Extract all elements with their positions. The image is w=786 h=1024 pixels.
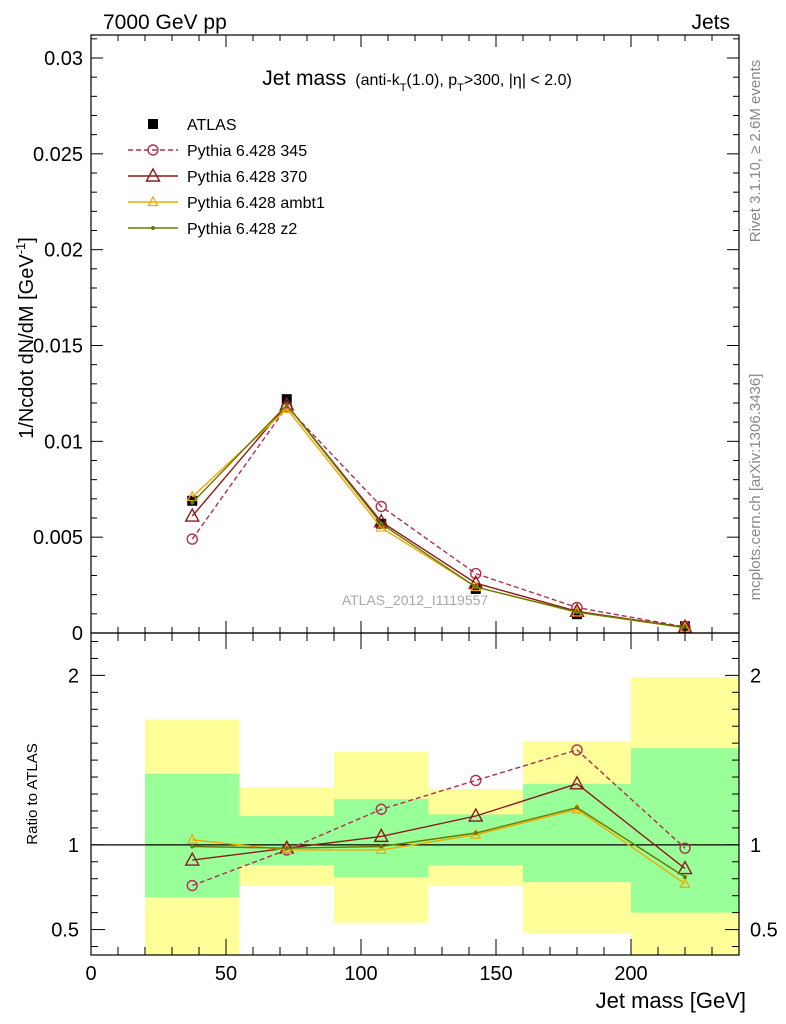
data-point-p345 bbox=[375, 500, 387, 513]
x-tick-label: 150 bbox=[479, 963, 512, 985]
series-line-z2 bbox=[191, 403, 686, 629]
ratio-point-p345 bbox=[470, 774, 482, 787]
x-tick-label: 200 bbox=[614, 963, 647, 985]
ratio-point-p370 bbox=[468, 807, 484, 822]
ratio-y-tick-label: 2 bbox=[68, 665, 79, 687]
data-point-p345 bbox=[186, 533, 198, 545]
data-point-z2 bbox=[575, 610, 579, 615]
ratio-point-z2 bbox=[575, 805, 579, 810]
ratio-point-p345 bbox=[679, 842, 691, 854]
legend-marker-ambt1 bbox=[147, 195, 159, 207]
main-axis-ticks bbox=[90, 35, 740, 634]
title-sub-suffix: >300, |η| < 2.0) bbox=[464, 72, 572, 89]
title-sub-prefix: (anti-k bbox=[355, 72, 400, 89]
legend: ATLAS Pythia 6.428 345 Pythia 6.428 370 Pyt… bbox=[128, 117, 325, 238]
x-tick-label: 50 bbox=[215, 963, 237, 985]
ratio-point-p345 bbox=[186, 879, 198, 892]
ratio-panel: 0.5 0.5 1 1 2 2 0 50 100 150 200 bbox=[51, 632, 778, 985]
ratio-line-p370 bbox=[192, 783, 686, 870]
main-y-axis-label-main: 1/Ncdot dN/dM [GeV bbox=[16, 254, 38, 439]
main-y-axis-label-sup: -1 bbox=[13, 243, 28, 255]
title-sub-index-2: T bbox=[457, 82, 464, 94]
ratio-point-ambt1 bbox=[281, 843, 293, 855]
x-tick-label: 0 bbox=[85, 963, 96, 985]
legend-marker-atlas bbox=[148, 119, 158, 129]
main-y-axis-label: 1/Ncdot dN/dM [GeV-1] bbox=[13, 237, 38, 439]
legend-label-p345: Pythia 6.428 345 bbox=[187, 143, 307, 160]
header-left-label: 7000 GeV pp bbox=[103, 11, 227, 34]
ratio-axis-ticks bbox=[90, 633, 740, 955]
ratio-point-ambt1 bbox=[375, 843, 387, 855]
ratio-point-p345 bbox=[375, 803, 387, 815]
y-tick-label: 0.015 bbox=[33, 336, 83, 358]
mcplots-label: mcplots.cern.ch [arXiv:1306.3436] bbox=[747, 374, 764, 601]
data-point-ambt1 bbox=[375, 521, 387, 532]
title-sub-mid: (1.0), p bbox=[406, 72, 457, 89]
ratio-y-axis-label: Ratio to ATLAS bbox=[24, 743, 41, 844]
uncertainty-band-inner bbox=[523, 783, 631, 883]
title-sub-index-1: T bbox=[400, 82, 407, 94]
uncertainty-band-inner bbox=[631, 748, 739, 913]
ratio-y-tick-label: 1 bbox=[68, 835, 79, 857]
analysis-watermark: ATLAS_2012_I1119557 bbox=[342, 592, 489, 608]
main-y-tick-labels: 0 0.005 0.01 0.015 0.02 0.025 0.03 bbox=[33, 48, 83, 645]
ratio-point-p370 bbox=[677, 860, 693, 875]
ratio-plot-content bbox=[91, 677, 739, 955]
legend-marker-z2 bbox=[151, 226, 155, 230]
ratio-point-z2 bbox=[473, 830, 478, 835]
data-point-p370 bbox=[184, 507, 200, 522]
ratio-y-tick-label: 0.5 bbox=[51, 920, 79, 942]
ratio-point-p345 bbox=[571, 744, 583, 756]
data-point-z2 bbox=[379, 521, 384, 526]
ratio-point-z2 bbox=[379, 844, 384, 849]
main-title: Jet mass (anti-kT(1.0), pT>300, |η| < 2.… bbox=[262, 67, 572, 94]
legend-label-z2: Pythia 6.428 z2 bbox=[187, 221, 297, 238]
y-tick-label: 0 bbox=[72, 623, 83, 645]
y-tick-label: 0.03 bbox=[44, 48, 83, 70]
y-tick-label: 0.02 bbox=[44, 240, 83, 262]
data-point-z2 bbox=[473, 585, 478, 589]
ratio-point-p370 bbox=[569, 775, 585, 790]
main-plot-content bbox=[184, 394, 693, 633]
header-right-label: Jets bbox=[691, 11, 730, 34]
y-tick-label: 0.01 bbox=[44, 431, 83, 453]
data-point-z2 bbox=[284, 402, 289, 407]
ratio-line-z2 bbox=[192, 806, 686, 878]
ratio-point-z2 bbox=[190, 844, 195, 849]
data-point-atlas bbox=[572, 609, 582, 620]
main-y-axis-label-close: ] bbox=[16, 237, 38, 243]
uncertainty-band-inner bbox=[334, 799, 429, 878]
data-point-p370 bbox=[279, 396, 295, 411]
ratio-y-tick-label-right: 0.5 bbox=[750, 920, 778, 942]
x-tick-label: 100 bbox=[344, 963, 377, 985]
ratio-point-z2 bbox=[683, 875, 687, 880]
data-point-z2 bbox=[190, 500, 195, 505]
y-tick-label: 0.025 bbox=[33, 144, 83, 166]
legend-label-atlas: ATLAS bbox=[187, 117, 237, 134]
ratio-line-p345 bbox=[192, 749, 686, 887]
x-tick-labels: 0 50 100 150 200 bbox=[85, 963, 647, 985]
ratio-y-tick-labels: 0.5 0.5 1 1 2 2 bbox=[51, 665, 778, 941]
main-panel: 0 0.005 0.01 0.015 0.02 0.025 0.03 bbox=[33, 34, 740, 645]
y-tick-label: 0.005 bbox=[33, 527, 83, 549]
data-point-ambt1 bbox=[186, 490, 198, 502]
ratio-point-z2 bbox=[284, 846, 289, 851]
ratio-y-tick-label-right: 1 bbox=[750, 835, 761, 857]
ratio-point-ambt1 bbox=[679, 877, 691, 888]
series-line-p345 bbox=[191, 405, 686, 628]
ratio-y-tick-label-right: 2 bbox=[750, 665, 761, 687]
ratio-point-ambt1 bbox=[186, 833, 198, 844]
rivet-label: Rivet 3.1.10, ≥ 2.6M events bbox=[747, 60, 764, 243]
ratio-point-p370 bbox=[373, 827, 389, 843]
legend-label-p370: Pythia 6.428 370 bbox=[187, 169, 307, 186]
ratio-point-p370 bbox=[184, 851, 200, 866]
legend-label-ambt1: Pythia 6.428 ambt1 bbox=[187, 195, 325, 212]
legend-marker-p345 bbox=[147, 144, 159, 156]
legend-marker-p370 bbox=[145, 167, 161, 182]
title-main: Jet mass bbox=[262, 67, 346, 90]
x-axis-label: Jet mass [GeV] bbox=[596, 988, 746, 1013]
data-point-p345 bbox=[470, 567, 482, 580]
